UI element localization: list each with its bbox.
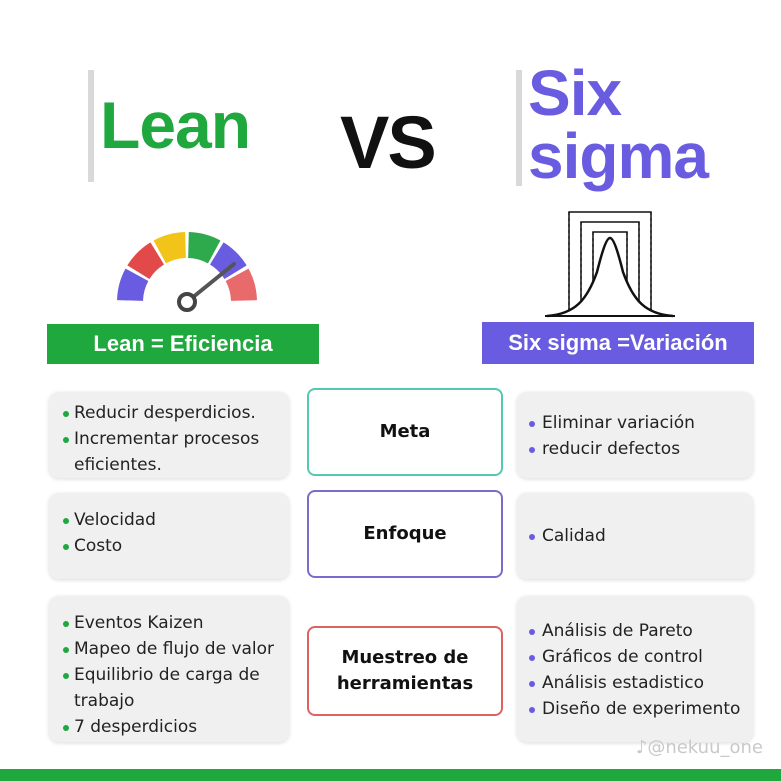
bottom-bar (0, 769, 781, 781)
list-item: Eventos Kaizen (61, 610, 277, 636)
list-item: Reducir desperdicios. (61, 400, 277, 426)
category-meta: Meta (307, 388, 503, 476)
lean-herramientas-box: Eventos Kaizen Mapeo de flujo de valor E… (49, 596, 289, 742)
credit-watermark: ♪@nekuu_one (636, 737, 763, 758)
gauge-segment (225, 268, 257, 301)
credit-text: @nekuu_one (647, 737, 763, 758)
category-herramientas: Muestreo de herramientas (307, 626, 503, 716)
list-item: Costo (61, 533, 277, 559)
lean-banner: Lean = Eficiencia (47, 324, 319, 364)
list-item: Calidad (527, 523, 743, 549)
list-item: Eliminar variación (527, 410, 743, 436)
list-item: Velocidad (61, 507, 277, 533)
list-item: Análisis estadistico (527, 670, 743, 696)
tiktok-icon: ♪ (635, 737, 648, 758)
bell-curve-icon (545, 211, 675, 318)
gauge-segment (153, 232, 186, 264)
six-title-line2: sigma (528, 119, 709, 192)
gauge-segment (117, 268, 149, 301)
lean-title: Lean (100, 88, 251, 162)
six-herramientas-box: Análisis de Pareto Gráficos de control A… (517, 596, 753, 742)
six-enfoque-box: Calidad (517, 493, 753, 579)
category-enfoque: Enfoque (307, 490, 503, 578)
gauge-icon (117, 232, 257, 312)
list-item: 7 desperdicios (61, 714, 277, 740)
gauge-segment (127, 242, 165, 280)
lean-meta-box: Reducir desperdicios. Incrementar proces… (49, 392, 289, 478)
six-title-divider (516, 70, 522, 186)
lean-title-divider (88, 70, 94, 182)
six-title-line1: Six (528, 57, 622, 129)
list-item: Equilibrio de carga de trabajo (61, 662, 277, 714)
list-item: Mapeo de flujo de valor (61, 636, 277, 662)
list-item: Incrementar procesos eficientes. (61, 426, 277, 478)
gauge-segment (209, 242, 247, 280)
six-meta-box: Eliminar variación reducir defectos (517, 392, 753, 478)
vs-title: VS (340, 101, 437, 184)
lean-enfoque-box: Velocidad Costo (49, 493, 289, 579)
list-item: Gráficos de control (527, 644, 743, 670)
six-sigma-title: Six sigma (528, 57, 709, 192)
six-sigma-banner: Six sigma =Variación (482, 322, 754, 364)
list-item: Diseño de experimento (527, 696, 743, 722)
list-item: Análisis de Pareto (527, 618, 743, 644)
list-item: reducir defectos (527, 436, 743, 462)
gauge-segment (188, 232, 221, 264)
